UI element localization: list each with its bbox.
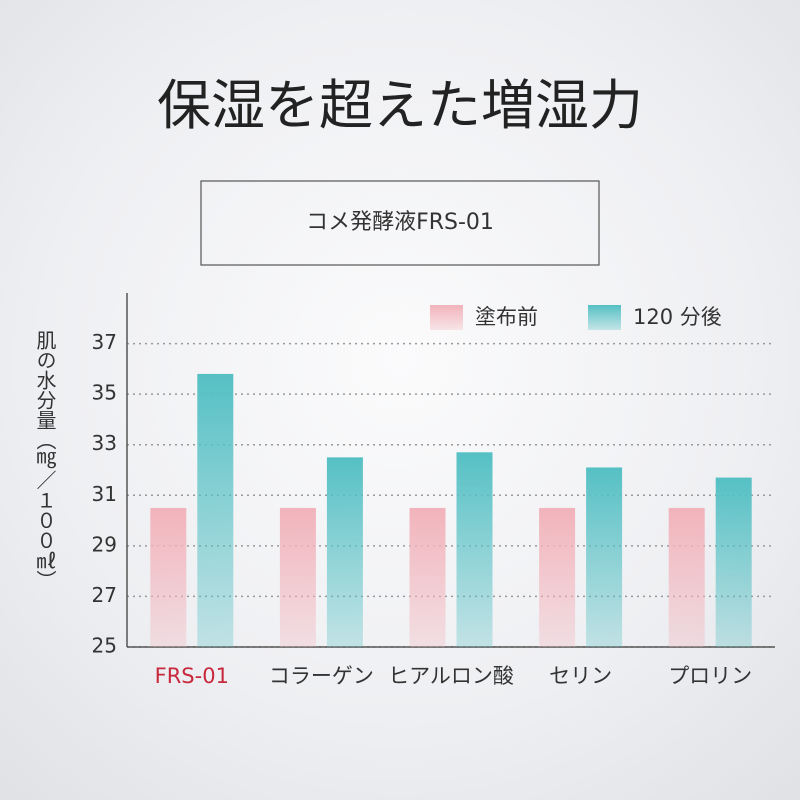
y-tick-label: 25 [92,634,117,658]
chart-title: 保湿を超えた増湿力 [157,74,643,137]
y-tick-label: 27 [92,583,117,607]
y-tick-label: 31 [92,482,117,506]
bar [539,507,576,647]
bar [586,467,623,647]
x-tick-label: プロリン [668,664,752,688]
bar [456,452,493,647]
legend-swatch [430,305,463,330]
x-tick-label: セリン [549,664,612,688]
legend-swatch [588,305,621,330]
legend-label: 塗布前 [475,305,538,329]
bar [715,477,752,647]
subtitle: コメ発酵液FRS-01 [306,210,494,235]
y-tick-label: 35 [92,381,117,405]
bar [409,507,446,647]
bar [150,507,187,647]
x-tick-label: FRS-01 [155,664,229,688]
legend-label: 120 分後 [633,305,722,329]
subtitle-box [200,180,600,266]
bar [279,507,316,647]
x-tick-label: コラーゲン [269,664,374,688]
bar [326,457,363,647]
y-tick-label: 33 [92,431,117,455]
x-tick-label: ヒアルロン酸 [388,664,514,688]
y-tick-label: 29 [92,532,117,556]
bar [197,373,234,647]
y-tick-label: 37 [92,330,117,354]
y-axis-label: 肌の水分量（㎎／１００㎖） [33,330,57,590]
bar [668,507,705,647]
